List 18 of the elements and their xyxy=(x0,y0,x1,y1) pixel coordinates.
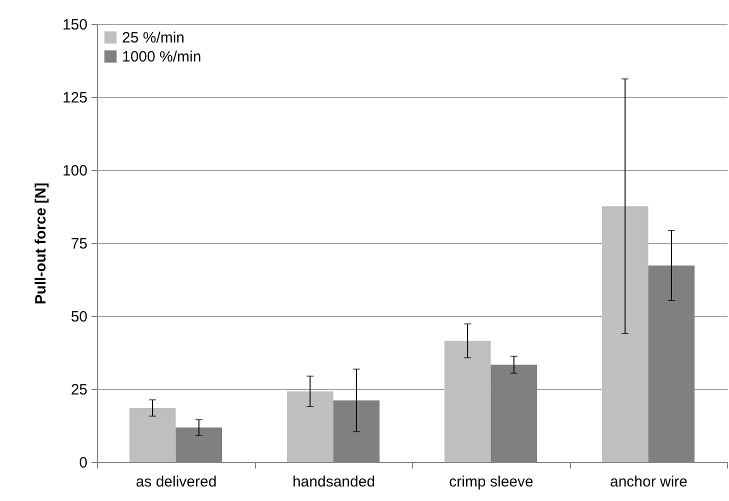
x-tick-label: crimp sleeve xyxy=(449,474,534,490)
y-tick-label: 25 xyxy=(70,382,88,398)
bar xyxy=(444,340,491,462)
y-tick-label: 150 xyxy=(62,16,88,34)
bar xyxy=(602,206,648,462)
y-tick-label: 100 xyxy=(62,162,88,180)
x-tick-label: anchor wire xyxy=(610,474,688,490)
y-tick-label: 50 xyxy=(70,308,88,326)
legend-label: 1000 %/min xyxy=(122,48,202,66)
legend-label: 25 %/min xyxy=(122,30,185,46)
y-tick-label: 75 xyxy=(70,236,88,252)
bar xyxy=(286,391,334,462)
bar xyxy=(129,408,176,462)
x-tick-label: as delivered xyxy=(136,474,217,490)
y-tick-label: 125 xyxy=(62,90,88,106)
x-tick-label: handsanded xyxy=(292,474,376,490)
y-axis-title: Pull-out force [N] xyxy=(32,182,50,304)
y-tick-label: 0 xyxy=(79,454,88,472)
